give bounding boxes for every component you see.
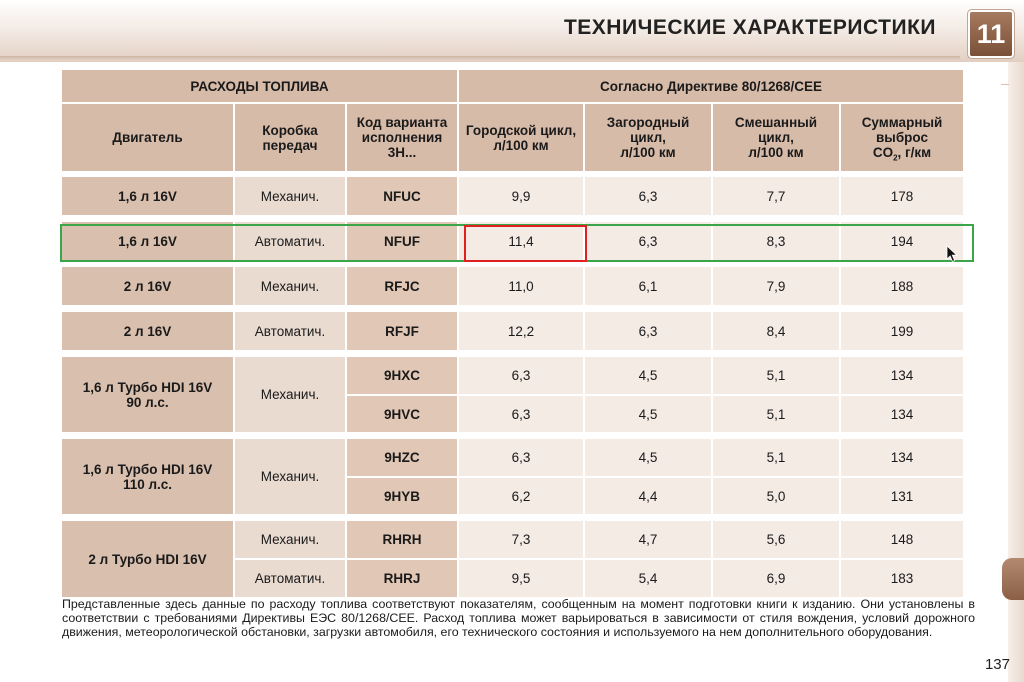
- mouse-pointer-icon: [946, 245, 958, 263]
- co2-cell[interactable]: 199: [841, 312, 963, 350]
- table-section-header: РАСХОДЫ ТОПЛИВА Согласно Директиве 80/12…: [62, 70, 963, 102]
- urban-cell[interactable]: 9,5: [459, 560, 583, 597]
- table-row[interactable]: 9HVC 6,3 4,5 5,1 134: [62, 396, 963, 432]
- urban-cell[interactable]: 6,2: [459, 478, 583, 514]
- column-header-co2: Суммарный выброс CO2, г/км: [841, 104, 963, 171]
- table-row[interactable]: 9HYB 6,2 4,4 5,0 131: [62, 478, 963, 514]
- page-edge-decoration: [1008, 62, 1024, 682]
- table-row[interactable]: 1,6 л 16V Механич. NFUC 9,9 6,3 7,7 178: [62, 177, 963, 215]
- gearbox-cell: Механич.: [235, 439, 345, 514]
- column-header-extra-urban: Загородный цикл, л/100 км: [585, 104, 711, 171]
- section-title-directive: Согласно Директиве 80/1268/CEE: [459, 70, 963, 102]
- urban-cell[interactable]: 6,3: [459, 439, 583, 476]
- code-cell: 9HVC: [347, 396, 457, 432]
- column-header-urban: Городской цикл, л/100 км: [459, 104, 583, 171]
- extra-urban-cell[interactable]: 6,3: [585, 177, 711, 215]
- chapter-edge-tab[interactable]: [1002, 558, 1024, 600]
- chapter-number-badge[interactable]: 11: [970, 12, 1012, 56]
- header-divider: [0, 56, 960, 60]
- table-row[interactable]: 2 л 16V Автоматич. RFJF 12,2 6,3 8,4 199: [62, 312, 963, 350]
- combined-cell[interactable]: 8,4: [713, 312, 839, 350]
- combined-cell[interactable]: 6,9: [713, 560, 839, 597]
- gearbox-cell: Механич.: [235, 177, 345, 215]
- edge-tick: [1001, 84, 1009, 95]
- code-cell: NFUC: [347, 177, 457, 215]
- fuel-consumption-table: РАСХОДЫ ТОПЛИВА Согласно Директиве 80/12…: [60, 68, 965, 599]
- extra-urban-cell[interactable]: 4,7: [585, 521, 711, 558]
- code-cell: RFJC: [347, 267, 457, 305]
- section-title-fuel: РАСХОДЫ ТОПЛИВА: [62, 70, 457, 102]
- table-row[interactable]: 1,6 л Турбо HDI 16V 90 л.с. Механич. 9HXC…: [62, 357, 963, 432]
- page-title: ТЕХНИЧЕСКИЕ ХАРАКТЕРИСТИКИ: [563, 16, 936, 39]
- urban-cell[interactable]: 7,3: [459, 521, 583, 558]
- column-header-combined: Смешанный цикл, л/100 км: [713, 104, 839, 171]
- code-cell: RFJF: [347, 312, 457, 350]
- table-row[interactable]: 2 л 16V Механич. RFJC 11,0 6,1 7,9 188: [62, 267, 963, 305]
- co2-cell[interactable]: 148: [841, 521, 963, 558]
- gearbox-cell: Механич.: [235, 521, 345, 558]
- code-cell: NFUF: [347, 222, 457, 260]
- engine-cell: 1,6 л 16V: [62, 177, 233, 215]
- column-header-gearbox: Коробка передач: [235, 104, 345, 171]
- extra-urban-cell[interactable]: 6,3: [585, 222, 711, 260]
- co2-cell[interactable]: 194: [841, 222, 963, 260]
- column-header-engine: Двигатель: [62, 104, 233, 171]
- gearbox-cell: Механич.: [235, 357, 345, 432]
- extra-urban-cell[interactable]: 6,1: [585, 267, 711, 305]
- fuel-consumption-table-container: РАСХОДЫ ТОПЛИВА Согласно Директиве 80/12…: [60, 68, 965, 599]
- table-row[interactable]: 1,6 л Турбо HDI 16V 110 л.с. Механич. 9HZ…: [62, 439, 963, 514]
- engine-cell: 2 л 16V: [62, 312, 233, 350]
- urban-cell-selected[interactable]: 11,4: [459, 222, 583, 260]
- code-cell: 9HYB: [347, 478, 457, 514]
- combined-cell[interactable]: 5,1: [713, 396, 839, 432]
- urban-cell[interactable]: 6,3: [459, 357, 583, 394]
- engine-cell: 1,6 л Турбо HDI 16V 110 л.с.: [62, 439, 233, 514]
- gearbox-cell: Автоматич.: [235, 560, 345, 597]
- urban-cell[interactable]: 11,0: [459, 267, 583, 305]
- urban-cell[interactable]: 9,9: [459, 177, 583, 215]
- footnote-text: Представленные здесь данные по расходу т…: [62, 597, 975, 639]
- co2-cell[interactable]: 188: [841, 267, 963, 305]
- combined-cell[interactable]: 5,0: [713, 478, 839, 514]
- combined-cell[interactable]: 5,6: [713, 521, 839, 558]
- table-row-selected[interactable]: 1,6 л 16V Автоматич. NFUF 11,4 6,3 8,3 1…: [62, 222, 963, 260]
- code-cell: 9HZC: [347, 439, 457, 476]
- co2-cell[interactable]: 134: [841, 439, 963, 476]
- co2-cell[interactable]: 178: [841, 177, 963, 215]
- engine-cell: 1,6 л Турбо HDI 16V 90 л.с.: [62, 357, 233, 432]
- page-number: 137: [984, 656, 1010, 673]
- table-column-headers: Двигатель Коробка передач Код варианта исп…: [62, 104, 963, 171]
- code-cell: 9HXC: [347, 357, 457, 394]
- combined-cell[interactable]: 7,7: [713, 177, 839, 215]
- table-row[interactable]: Автоматич. RHRJ 9,5 5,4 6,9 183: [62, 560, 963, 597]
- code-cell: RHRH: [347, 521, 457, 558]
- urban-cell[interactable]: 6,3: [459, 396, 583, 432]
- extra-urban-cell[interactable]: 4,5: [585, 396, 711, 432]
- gearbox-cell: Механич.: [235, 267, 345, 305]
- engine-cell: 2 л Турбо HDI 16V: [62, 521, 233, 597]
- co2-cell[interactable]: 134: [841, 357, 963, 394]
- extra-urban-cell[interactable]: 6,3: [585, 312, 711, 350]
- extra-urban-cell[interactable]: 5,4: [585, 560, 711, 597]
- gearbox-cell: Автоматич.: [235, 312, 345, 350]
- combined-cell[interactable]: 7,9: [713, 267, 839, 305]
- extra-urban-cell[interactable]: 4,5: [585, 439, 711, 476]
- table-row[interactable]: 2 л Турбо HDI 16V Механич. RHRH 7,3 4,7 …: [62, 521, 963, 597]
- engine-cell: 2 л 16V: [62, 267, 233, 305]
- extra-urban-cell[interactable]: 4,4: [585, 478, 711, 514]
- combined-cell[interactable]: 8,3: [713, 222, 839, 260]
- column-header-code: Код варианта исполнения 3Н...: [347, 104, 457, 171]
- co2-cell[interactable]: 183: [841, 560, 963, 597]
- urban-cell[interactable]: 12,2: [459, 312, 583, 350]
- extra-urban-cell[interactable]: 4,5: [585, 357, 711, 394]
- combined-cell[interactable]: 5,1: [713, 439, 839, 476]
- code-cell: RHRJ: [347, 560, 457, 597]
- engine-cell: 1,6 л 16V: [62, 222, 233, 260]
- header-band: [0, 0, 1024, 62]
- gearbox-cell: Автоматич.: [235, 222, 345, 260]
- combined-cell[interactable]: 5,1: [713, 357, 839, 394]
- co2-cell[interactable]: 134: [841, 396, 963, 432]
- co2-cell[interactable]: 131: [841, 478, 963, 514]
